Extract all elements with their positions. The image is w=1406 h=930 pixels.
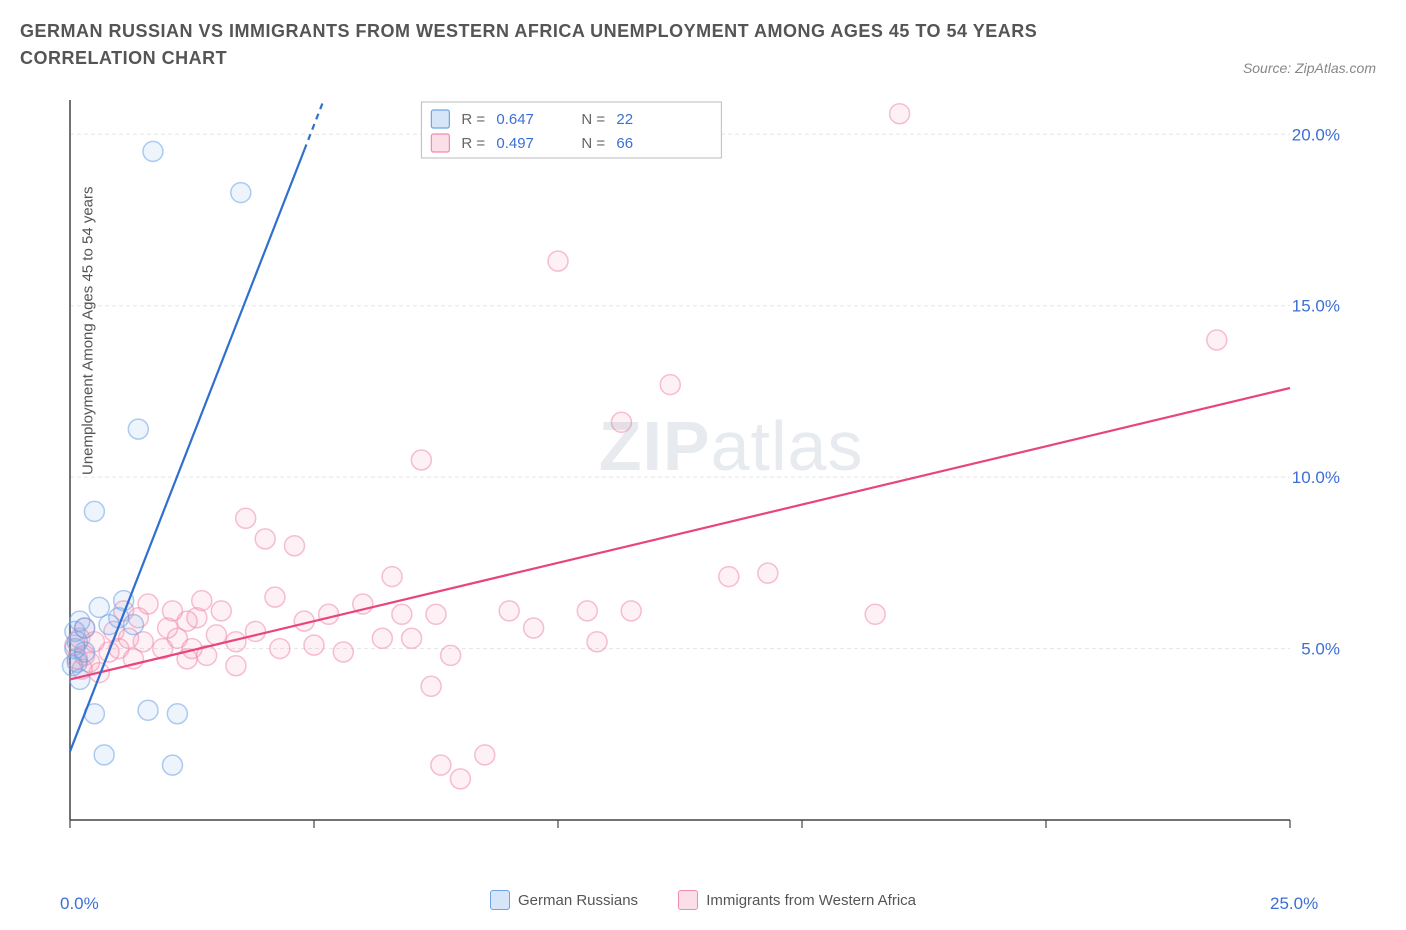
svg-text:0.497: 0.497: [496, 135, 534, 152]
svg-text:66: 66: [616, 135, 633, 152]
chart-title: GERMAN RUSSIAN VS IMMIGRANTS FROM WESTER…: [20, 18, 1120, 72]
y-axis-label: Unemployment Among Ages 45 to 54 years: [80, 186, 97, 475]
svg-text:15.0%: 15.0%: [1292, 297, 1340, 316]
svg-text:R =: R =: [461, 135, 485, 152]
legend-label-blue: German Russians: [518, 892, 638, 909]
svg-text:5.0%: 5.0%: [1301, 640, 1340, 659]
swatch-blue: [490, 890, 510, 910]
svg-text:22: 22: [616, 111, 633, 128]
legend-item-blue: German Russians: [490, 890, 638, 910]
x-axis-start-label: 0.0%: [60, 894, 99, 914]
chart-container: GERMAN RUSSIAN VS IMMIGRANTS FROM WESTER…: [0, 0, 1406, 930]
svg-text:N =: N =: [581, 135, 605, 152]
chart-svg: 5.0% 10.0% 15.0% 20.0% R = 0.647 N = 22 R = 0.497…: [60, 90, 1370, 860]
x-axis-end-label: 25.0%: [1270, 894, 1318, 914]
legend-item-pink: Immigrants from Western Africa: [678, 890, 916, 910]
plot-area: Unemployment Among Ages 45 to 54 years 5…: [60, 90, 1370, 860]
svg-text:20.0%: 20.0%: [1292, 125, 1340, 144]
svg-text:0.647: 0.647: [496, 111, 534, 128]
svg-text:10.0%: 10.0%: [1292, 468, 1340, 487]
svg-text:R =: R =: [461, 111, 485, 128]
source-label: Source: ZipAtlas.com: [1243, 60, 1376, 76]
svg-text:N =: N =: [581, 111, 605, 128]
legend-label-pink: Immigrants from Western Africa: [706, 892, 916, 909]
swatch-pink: [678, 890, 698, 910]
legend-bottom: German Russians Immigrants from Western …: [0, 890, 1406, 914]
